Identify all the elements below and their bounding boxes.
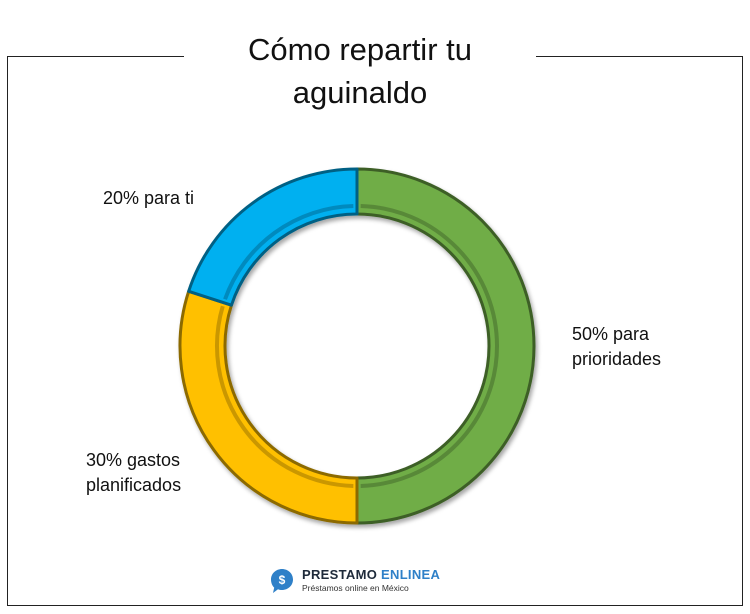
brand-tagline: Préstamos online en México [302, 583, 409, 593]
donut-slice-para-ti [187, 167, 359, 307]
svg-text:$: $ [279, 573, 286, 587]
slice-label-para-ti: 20% para ti [103, 188, 195, 208]
chart-title-container: Cómo repartir tu aguinaldo [184, 28, 536, 114]
brand-name-part2: ENLINEA [381, 567, 441, 582]
donut-slice-para-ti-bevel [223, 204, 354, 300]
dollar-bubble-icon: $ [271, 569, 293, 593]
donut-slice-gastos-planificados [178, 289, 359, 525]
donut-slices [178, 167, 536, 525]
slice-label-prioridades: 50% para prioridades [572, 324, 662, 369]
donut-slice-prioridades [355, 167, 536, 525]
brand-name: PRESTAMO ENLINEA [302, 567, 440, 582]
slice-label-gastos-planificados: 30% gastos planificados [86, 450, 182, 495]
brand-name-part1: PRESTAMO [302, 567, 378, 582]
donut-slice-gastos-planificados-bevel [215, 305, 354, 488]
brand-logo: $ PRESTAMO ENLINEA Préstamos online en M… [270, 566, 500, 596]
chart-title: Cómo repartir tu aguinaldo [248, 32, 472, 110]
donut-slice-prioridades-bevel [360, 204, 499, 488]
